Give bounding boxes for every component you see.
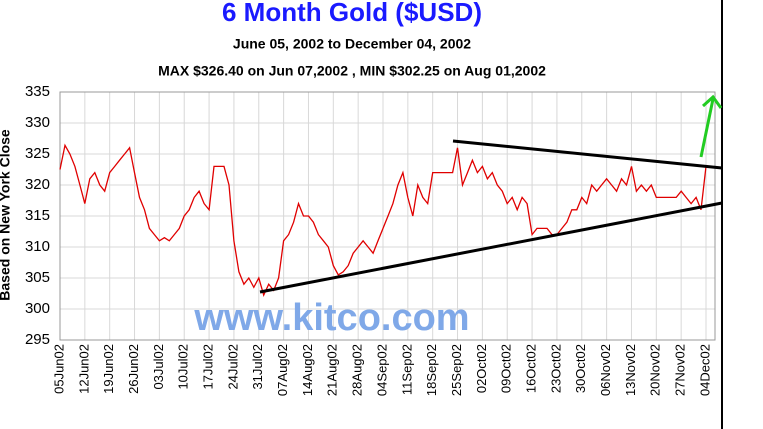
x-tick-label: 13Nov02 bbox=[623, 344, 638, 396]
x-tick-label: 11Sep02 bbox=[399, 344, 414, 395]
x-tick-label: 18Sep02 bbox=[424, 344, 439, 396]
chart-title: 6 Month Gold ($USD) bbox=[222, 0, 482, 27]
y-axis-label: Based on New York Close bbox=[0, 129, 13, 301]
y-tick-label: 320 bbox=[25, 176, 50, 193]
x-tick-label: 24Jul02 bbox=[225, 344, 240, 390]
y-tick-label: 305 bbox=[25, 269, 50, 286]
plot-frame bbox=[59, 91, 716, 341]
x-tick-label: 25Sep02 bbox=[449, 344, 464, 396]
chart-subtitle: June 05, 2002 to December 04, 2002 bbox=[233, 36, 471, 52]
x-tick-label: 27Nov02 bbox=[673, 344, 688, 396]
x-tick-label: 30Oct02 bbox=[573, 344, 588, 393]
x-tick-label: 21Aug02 bbox=[325, 344, 340, 396]
y-tick-label: 295 bbox=[25, 331, 50, 348]
price-line bbox=[59, 143, 707, 297]
x-tick-label: 17Jul02 bbox=[201, 344, 216, 390]
y-tick-label: 310 bbox=[25, 238, 50, 255]
x-tick-label: 07Aug02 bbox=[275, 344, 290, 396]
y-tick-label: 315 bbox=[25, 207, 50, 224]
y-tick-label: 330 bbox=[25, 114, 50, 131]
x-tick-label: 06Nov02 bbox=[598, 344, 613, 396]
support-trendline bbox=[259, 201, 723, 294]
annotation: MAX $326.40 on Jun 07,2002 , MIN $302.25… bbox=[158, 63, 546, 79]
x-tick-label: 04Dec02 bbox=[697, 344, 712, 396]
watermark: www.kitco.com bbox=[193, 297, 469, 339]
x-tick-label: 09Oct02 bbox=[499, 344, 514, 393]
x-tick-label: 10Jul02 bbox=[176, 344, 191, 390]
x-tick-label: 02Oct02 bbox=[474, 344, 489, 393]
x-tick-label: 03Jul02 bbox=[151, 344, 166, 390]
x-tick-label: 28Aug02 bbox=[350, 344, 365, 396]
x-tick-label: 26Jun02 bbox=[126, 344, 141, 394]
x-tick-label: 23Oct02 bbox=[548, 344, 563, 393]
y-tick-label: 325 bbox=[25, 145, 50, 162]
y-tick-label: 300 bbox=[25, 300, 50, 317]
x-tick-label: 19Jun02 bbox=[101, 344, 116, 394]
resistance-trendline bbox=[452, 139, 723, 170]
y-tick-label: 335 bbox=[25, 83, 50, 100]
breakout-arrow bbox=[699, 94, 723, 158]
x-tick-label: 16Oct02 bbox=[524, 344, 539, 393]
x-tick-label: 05Jun02 bbox=[51, 344, 66, 394]
x-tick-label: 31Jul02 bbox=[250, 344, 265, 390]
marks bbox=[59, 143, 707, 297]
x-tick-label: 04Sep02 bbox=[374, 344, 389, 396]
x-tick-label: 14Aug02 bbox=[300, 344, 315, 396]
x-tick-label: 20Nov02 bbox=[648, 344, 663, 396]
x-tick-label: 12Jun02 bbox=[76, 344, 91, 394]
